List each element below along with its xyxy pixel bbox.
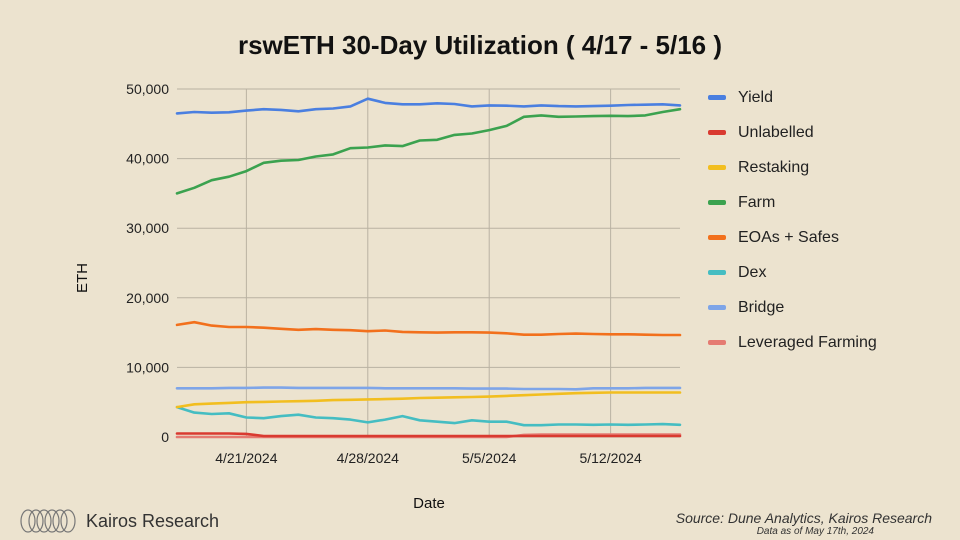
legend-swatch [708, 130, 726, 135]
legend-item: Unlabelled [708, 115, 877, 150]
legend-label: Dex [738, 263, 767, 281]
legend-item: Restaking [708, 150, 877, 185]
legend-swatch [708, 165, 726, 170]
y-tick-label: 20,000 [126, 290, 169, 306]
legend-item: EOAs + Safes [708, 220, 877, 255]
y-axis-label: ETH [74, 263, 91, 293]
legend-label: Leveraged Farming [738, 333, 877, 351]
legend-label: Bridge [738, 298, 785, 316]
series-line-restaking [175, 391, 682, 409]
y-tick-label: 40,000 [126, 151, 169, 167]
kairos-logo-icon [20, 509, 76, 533]
legend-item: Yield [708, 80, 877, 115]
as-of-note: Data as of May 17th, 2024 [756, 526, 874, 537]
series-lines [175, 97, 682, 439]
series-line-eoas-safes [175, 320, 682, 337]
legend-label: Restaking [738, 158, 810, 176]
x-tick-label: 4/28/2024 [337, 450, 399, 466]
legend-swatch [708, 95, 726, 100]
y-axis-ticks: 0 10,000 20,000 30,000 40,000 50,000 [126, 81, 169, 445]
legend-swatch [708, 305, 726, 310]
series-line-farm [175, 107, 682, 195]
legend-item: Leveraged Farming [708, 325, 877, 360]
x-tick-label: 4/21/2024 [215, 450, 277, 466]
y-tick-label: 30,000 [126, 220, 169, 236]
x-tick-label: 5/12/2024 [579, 450, 641, 466]
legend-label: Unlabelled [738, 123, 814, 141]
chart-legend: Yield Unlabelled Restaking Farm EOAs + Safes… [708, 80, 877, 360]
legend-swatch [708, 270, 726, 275]
series-line-yield [175, 97, 682, 115]
x-axis-label: Date [413, 495, 445, 512]
series-line-bridge [175, 386, 682, 391]
series-line-dex [175, 405, 682, 427]
y-tick-label: 0 [161, 429, 169, 445]
legend-item: Dex [708, 255, 877, 290]
legend-swatch [708, 235, 726, 240]
x-axis-ticks: 4/21/2024 4/28/2024 5/5/2024 5/12/2024 [215, 450, 642, 466]
y-tick-label: 50,000 [126, 81, 169, 97]
legend-item: Farm [708, 185, 877, 220]
brand-name: Kairos Research [86, 510, 220, 531]
legend-label: Farm [738, 193, 776, 211]
y-tick-label: 10,000 [126, 359, 169, 375]
series-line-unlabelled [175, 432, 682, 438]
chart-title: rswETH 30-Day Utilization ( 4/17 - 5/16 … [237, 30, 723, 60]
x-tick-label: 5/5/2024 [462, 450, 517, 466]
source-note: Source: Dune Analytics, Kairos Research [675, 510, 932, 526]
legend-label: Yield [738, 88, 773, 106]
legend-item: Bridge [708, 290, 877, 325]
legend-swatch [708, 340, 726, 345]
legend-swatch [708, 200, 726, 205]
brand: Kairos Research [18, 507, 219, 535]
legend-label: EOAs + Safes [738, 228, 839, 246]
